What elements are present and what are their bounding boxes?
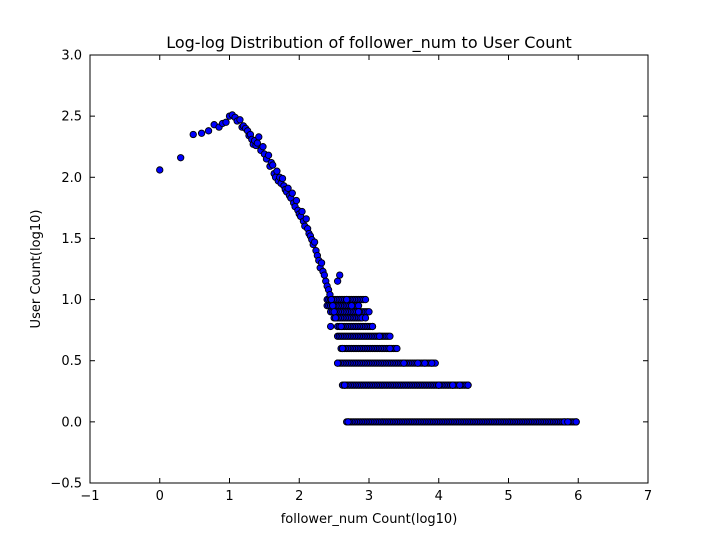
data-point [421,359,429,367]
data-point [464,381,472,389]
data-point [320,271,329,279]
data-point [343,295,351,304]
data-point [284,184,292,192]
data-point [269,161,277,169]
y-tick-label: 3.0 [61,49,82,64]
band-point [393,344,401,353]
data-point [572,418,580,426]
data-point [259,143,267,151]
x-tick-label: −1 [80,489,99,504]
data-point [361,314,370,322]
data-point [435,381,443,389]
y-tick-label: 2.5 [61,110,82,125]
data-point [336,271,344,279]
data-point [337,322,345,331]
data-point [222,118,230,126]
data-point [331,314,340,322]
data-point [375,332,384,340]
data-point [344,418,352,426]
x-tick-label: 7 [644,489,652,504]
x-tick-label: 3 [365,489,373,504]
data-point [354,308,363,316]
y-tick-label: 1.0 [61,293,82,308]
data-point [400,359,408,367]
x-axis-label: follower_num Count(log10) [281,512,458,527]
data-point [177,154,185,162]
data-point [278,174,287,183]
data-point [317,259,326,267]
x-tick-label: 6 [574,489,582,504]
chart-title: Log-log Distribution of follower_num to … [166,33,572,53]
data-point [329,302,337,310]
band-point [354,302,363,310]
x-tick-label: 5 [504,489,512,504]
data-point [288,189,296,197]
data-point [327,295,335,304]
axes-layer: −1 0 1 2 3 4 5 6 7 −0.5 0.0 0.5 1.0 1.5 2.0 2.5 3.0 [50,49,652,505]
data-point [333,359,342,367]
data-point [456,381,464,389]
x-tick-label: 4 [435,489,443,504]
data-point [302,215,310,223]
band-point [386,332,394,340]
data-point [310,238,319,246]
data-point [414,359,422,367]
data-point [564,418,572,426]
data-point [330,308,338,316]
data-point [368,322,377,331]
data-point [298,207,306,216]
band-point [361,295,370,304]
data-point [428,359,436,367]
data-point [347,302,356,310]
data-point [236,116,244,124]
data-point [292,196,301,205]
data-point [386,344,394,353]
points-layer [156,111,580,426]
data-point [204,127,213,135]
data-point [449,381,457,389]
data-point [338,344,347,353]
y-tick-label: 0.0 [61,415,82,430]
data-point [255,133,263,141]
data-point [340,381,349,389]
band-point [365,308,373,316]
data-point [333,277,342,285]
y-tick-label: −0.5 [50,477,82,492]
x-tick-label: 2 [295,489,303,504]
data-point [189,130,197,139]
data-point [273,167,281,175]
y-tick-label: 1.5 [61,232,82,247]
y-tick-label: 0.5 [61,354,82,369]
data-point [326,322,335,331]
y-axis-label: User Count(log10) [29,210,44,329]
data-point [264,151,273,159]
x-tick-label: 1 [225,489,233,504]
x-tick-label: 0 [156,489,164,504]
data-point [197,129,206,137]
data-point [156,166,164,174]
y-tick-label: 2.0 [61,171,82,186]
